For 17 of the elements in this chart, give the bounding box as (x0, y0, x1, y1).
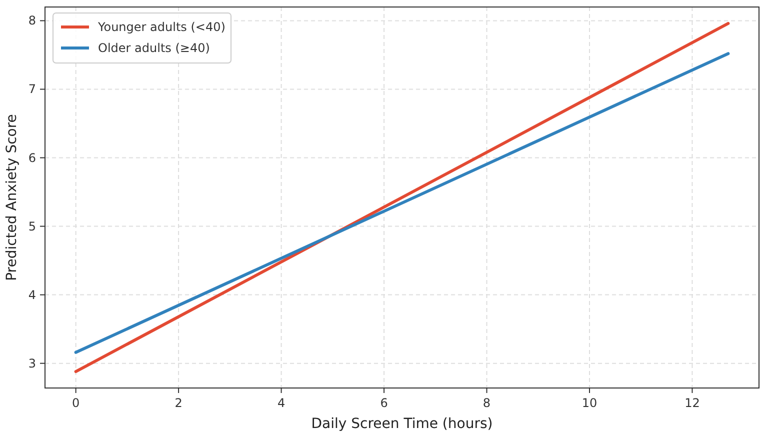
y-tick-label: 7 (28, 82, 36, 96)
x-tick-label: 6 (380, 396, 388, 410)
y-tick-label: 3 (28, 356, 36, 370)
x-tick-label: 8 (482, 396, 491, 410)
y-axis-title: Predicted Anxiety Score (4, 114, 20, 281)
y-tick-label: 5 (28, 219, 36, 234)
y-tick-label: 8 (28, 14, 36, 28)
x-tick-label: 2 (174, 396, 182, 410)
y-tick-label: 4 (28, 288, 36, 302)
x-axis-title: Daily Screen Time (hours) (311, 416, 493, 432)
x-tick-label: 4 (277, 396, 286, 410)
legend-label: Older adults (≥40) (98, 41, 210, 55)
x-tick-label: 0 (72, 396, 80, 410)
legend-label: Younger adults (<40) (97, 20, 226, 34)
y-tick-label: 6 (28, 150, 36, 165)
x-tick-label: 10 (582, 396, 598, 410)
x-tick-label: 12 (684, 396, 700, 410)
